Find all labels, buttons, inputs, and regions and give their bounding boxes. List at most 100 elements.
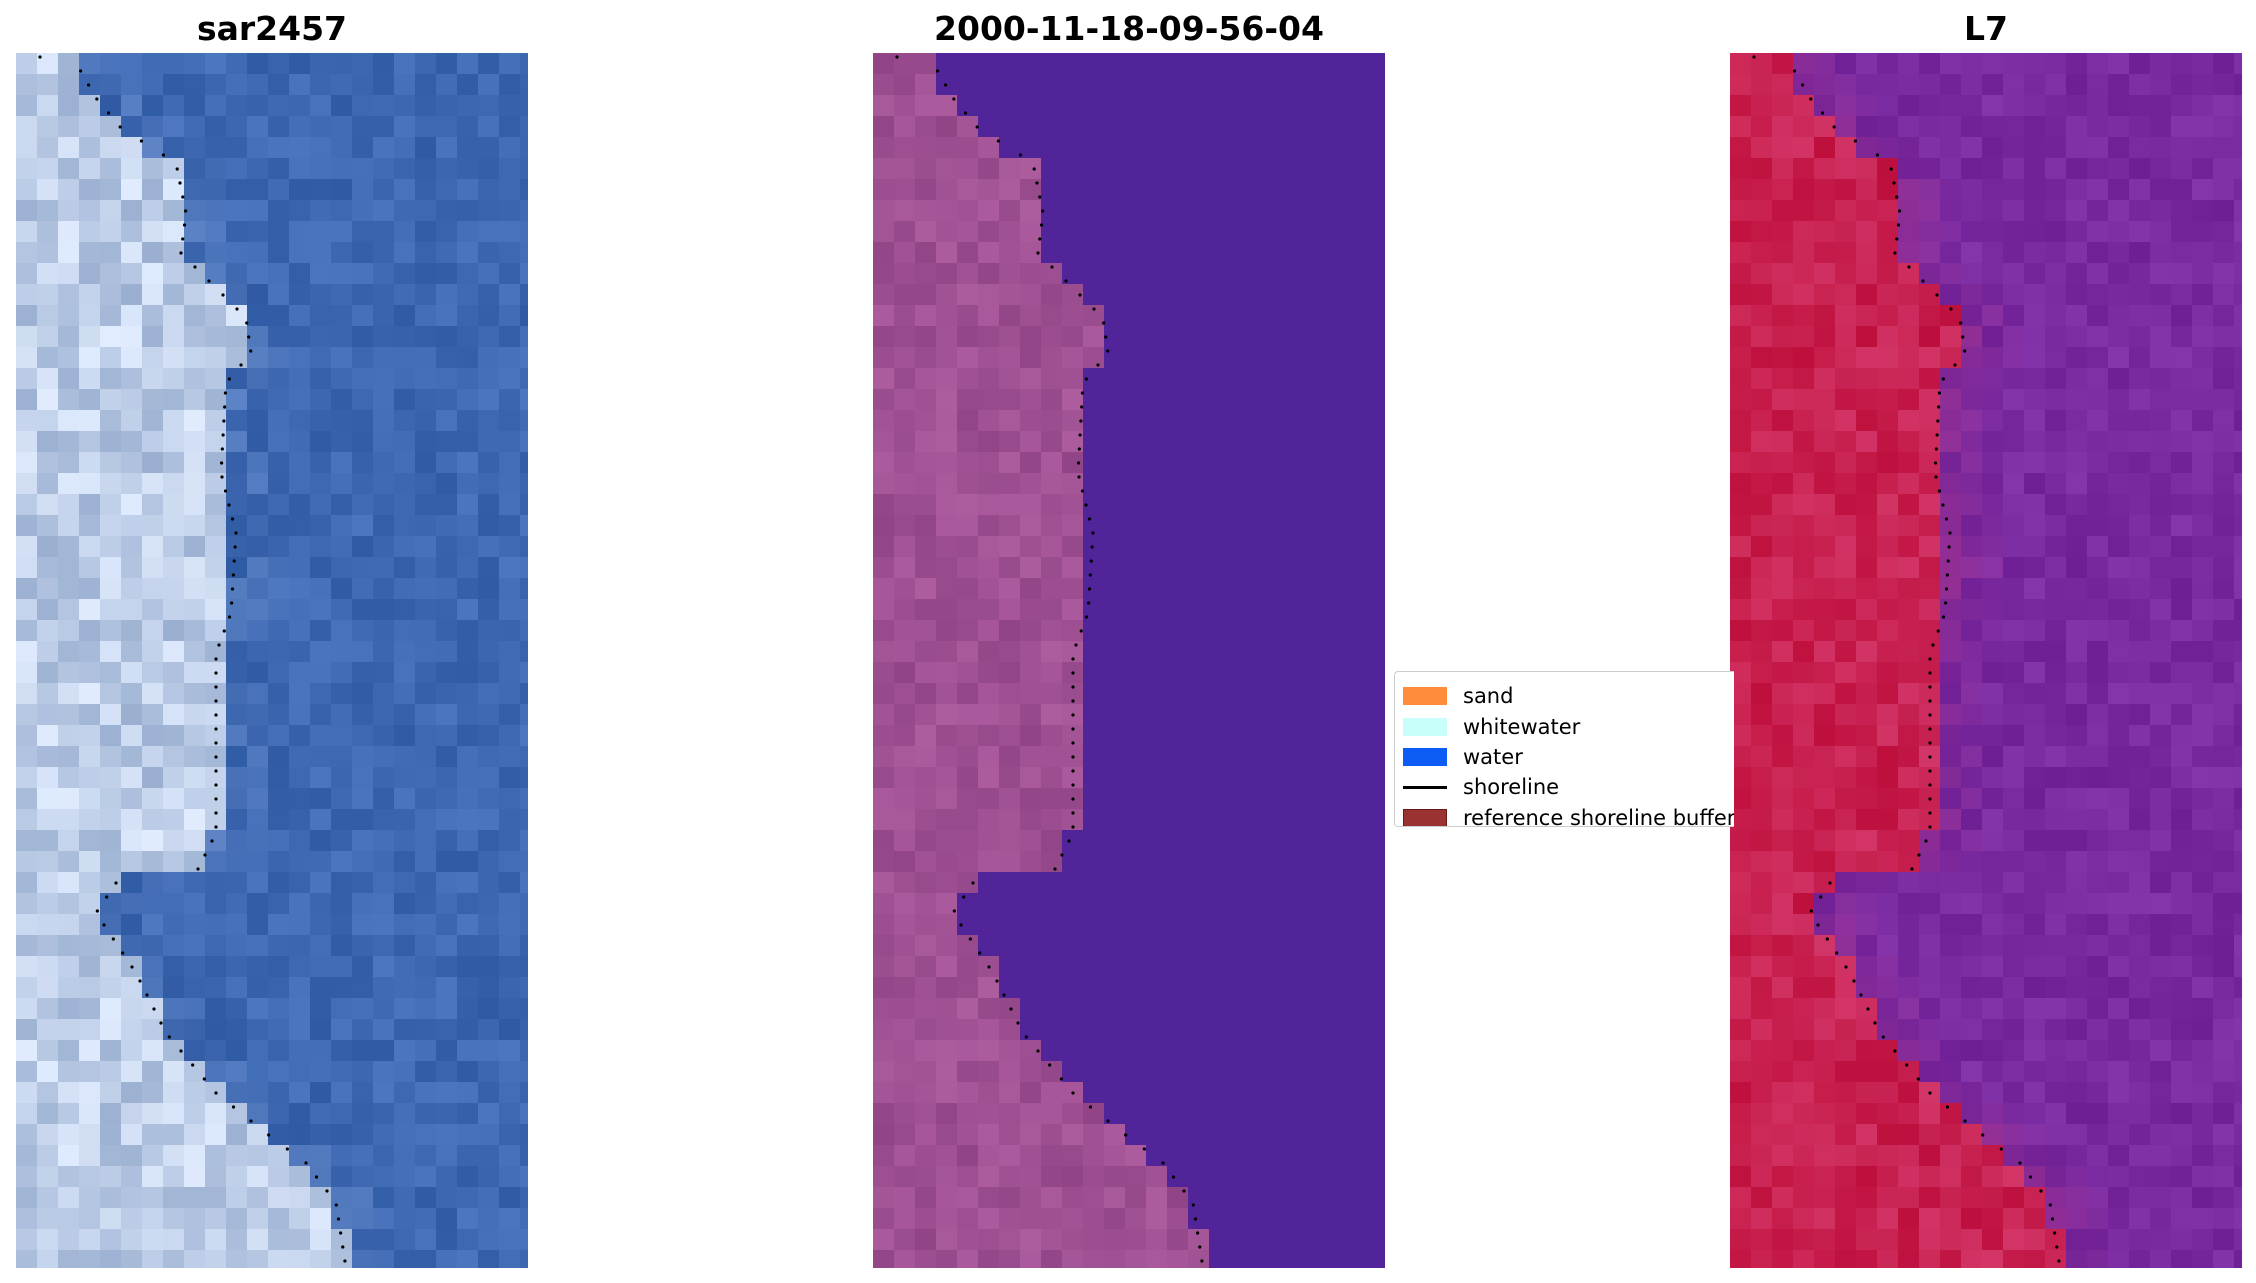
- image-pixel: [1356, 1208, 1378, 1230]
- image-pixel: [915, 1124, 937, 1146]
- image-pixel: [1356, 179, 1378, 201]
- image-pixel: [499, 137, 521, 159]
- legend-item-reference-shoreline-buffer: reference shoreline buffer: [1395, 803, 1734, 827]
- image-pixel: [121, 767, 143, 789]
- image-pixel: [957, 1019, 979, 1041]
- image-pixel: [58, 536, 80, 558]
- image-pixel: [457, 1187, 479, 1209]
- legend-label: water: [1463, 745, 1523, 769]
- image-pixel: [289, 1229, 311, 1251]
- image-pixel: [1898, 977, 1920, 999]
- image-pixel: [1104, 893, 1126, 915]
- image-pixel: [1356, 284, 1378, 306]
- image-pixel: [352, 221, 374, 243]
- image-pixel: [1835, 767, 1857, 789]
- image-pixel: [1835, 1187, 1857, 1209]
- image-pixel: [436, 1061, 458, 1083]
- image-pixel: [2087, 746, 2109, 768]
- image-pixel: [999, 452, 1021, 474]
- image-pixel: [1982, 1250, 2004, 1268]
- image-pixel: [499, 1019, 521, 1041]
- shoreline-point: [1882, 1035, 1885, 1038]
- image-pixel: [310, 494, 332, 516]
- image-pixel: [499, 473, 521, 495]
- image-pixel: [352, 1208, 374, 1230]
- image-pixel: [226, 893, 248, 915]
- image-pixel: [957, 473, 979, 495]
- image-pixel: [1272, 347, 1294, 369]
- image-pixel: [1041, 305, 1063, 327]
- image-pixel: [478, 704, 500, 726]
- image-pixel: [1020, 494, 1042, 516]
- image-pixel: [205, 893, 227, 915]
- image-pixel: [2108, 872, 2130, 894]
- image-pixel: [184, 557, 206, 579]
- image-pixel: [37, 1061, 59, 1083]
- image-pixel: [999, 641, 1021, 663]
- image-pixel: [436, 641, 458, 663]
- image-pixel: [1982, 515, 2004, 537]
- image-pixel: [1209, 641, 1231, 663]
- image-pixel: [247, 788, 269, 810]
- image-pixel: [1356, 53, 1378, 75]
- image-pixel: [289, 263, 311, 285]
- image-pixel: [1814, 116, 1836, 138]
- image-pixel: [1146, 431, 1168, 453]
- image-pixel: [1751, 620, 1773, 642]
- image-pixel: [1814, 998, 1836, 1020]
- image-pixel: [1730, 347, 1752, 369]
- image-pixel: [205, 116, 227, 138]
- image-pixel: [226, 1019, 248, 1041]
- image-pixel: [1293, 1103, 1315, 1125]
- image-pixel: [1125, 515, 1147, 537]
- image-pixel: [1835, 347, 1857, 369]
- image-pixel: [1314, 1103, 1336, 1125]
- image-pixel: [2150, 1061, 2172, 1083]
- image-pixel: [499, 179, 521, 201]
- image-pixel: [226, 1208, 248, 1230]
- image-pixel: [2066, 1187, 2088, 1209]
- image-pixel: [1982, 242, 2004, 264]
- image-pixel: [2150, 914, 2172, 936]
- image-pixel: [1919, 179, 1941, 201]
- image-pixel: [310, 704, 332, 726]
- image-pixel: [957, 746, 979, 768]
- image-pixel: [352, 431, 374, 453]
- image-pixel: [2129, 368, 2151, 390]
- image-pixel: [915, 662, 937, 684]
- image-pixel: [100, 494, 122, 516]
- image-pixel: [184, 452, 206, 474]
- image-pixel: [2087, 725, 2109, 747]
- image-pixel: [1898, 494, 1920, 516]
- image-pixel: [978, 200, 1000, 222]
- image-pixel: [2066, 137, 2088, 159]
- image-pixel: [1751, 893, 1773, 915]
- image-pixel: [436, 998, 458, 1020]
- shoreline-point: [1041, 209, 1044, 212]
- image-pixel: [37, 515, 59, 537]
- image-pixel: [1814, 620, 1836, 642]
- image-pixel: [2066, 389, 2088, 411]
- image-pixel: [1272, 473, 1294, 495]
- image-pixel: [1751, 284, 1773, 306]
- shoreline-point: [38, 55, 41, 58]
- image-pixel: [1730, 242, 1752, 264]
- image-pixel: [352, 515, 374, 537]
- image-pixel: [37, 326, 59, 348]
- image-pixel: [142, 578, 164, 600]
- image-pixel: [2024, 956, 2046, 978]
- image-pixel: [936, 200, 958, 222]
- image-pixel: [1146, 473, 1168, 495]
- image-pixel: [394, 872, 416, 894]
- image-pixel: [289, 158, 311, 180]
- image-pixel: [310, 74, 332, 96]
- image-pixel: [1856, 830, 1878, 852]
- image-pixel: [1377, 830, 1385, 852]
- image-pixel: [142, 1166, 164, 1188]
- image-pixel: [1814, 389, 1836, 411]
- image-pixel: [184, 494, 206, 516]
- image-pixel: [457, 494, 479, 516]
- image-pixel: [957, 74, 979, 96]
- image-pixel: [1772, 893, 1794, 915]
- image-pixel: [1041, 95, 1063, 117]
